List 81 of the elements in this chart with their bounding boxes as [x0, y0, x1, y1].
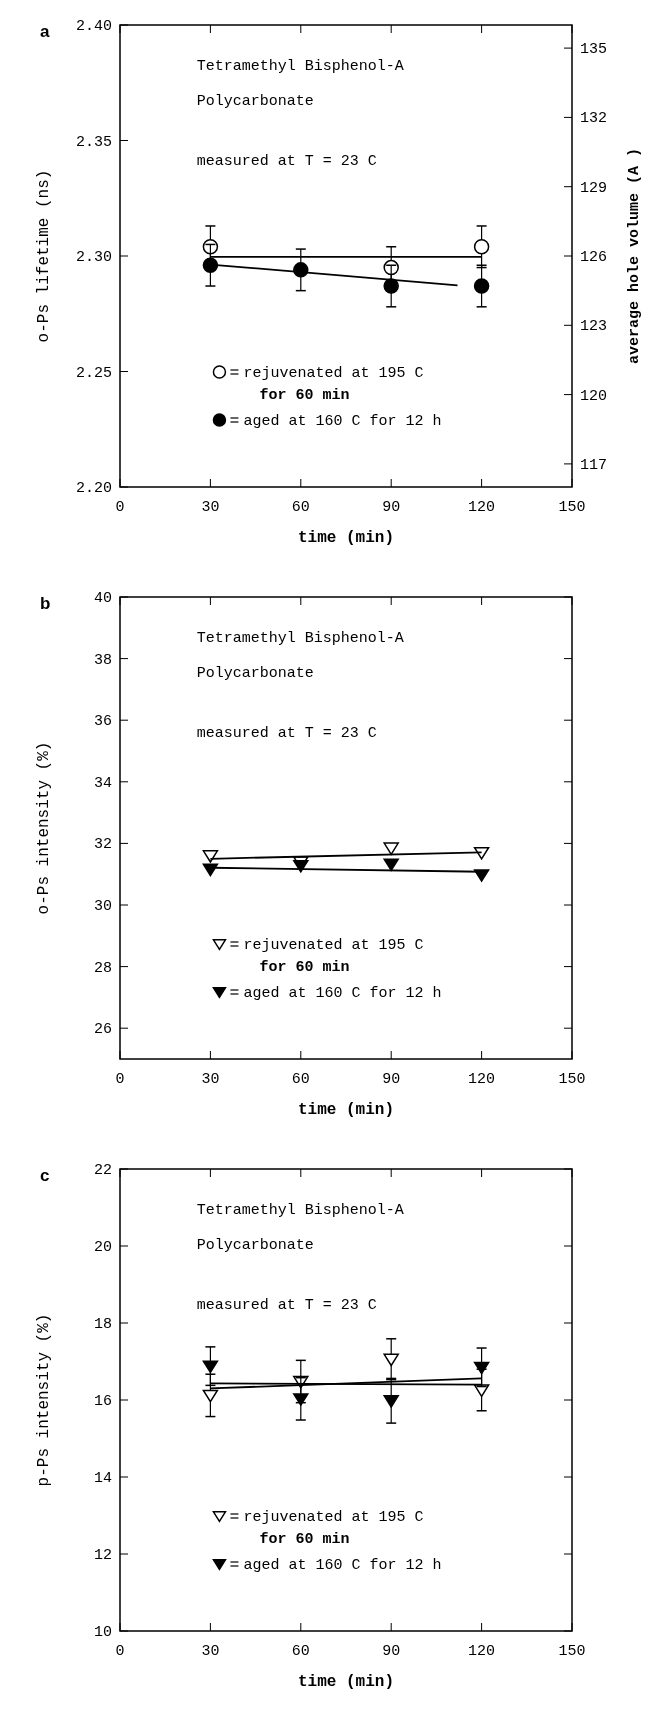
x-tick-label: 30: [201, 1071, 220, 1088]
point: [202, 257, 219, 273]
x-tick-label: 120: [468, 1071, 496, 1088]
y-axis-title: p-Ps intensity (%): [35, 1313, 53, 1487]
x-tick-label: 120: [468, 499, 496, 516]
y-tick-label: 12: [93, 1547, 112, 1564]
y-tick-label: 2.25: [75, 364, 112, 382]
x-axis-title: time (min): [297, 1101, 395, 1119]
y-tick-label: 2.30: [75, 249, 112, 266]
x-axis-title: time (min): [297, 1673, 395, 1691]
y2-tick-label: 120: [580, 387, 608, 405]
annotation: Tetramethyl Bisphenol-A: [196, 1202, 404, 1219]
y-tick-label: 2.40: [75, 18, 112, 35]
x-tick-label: 30: [201, 499, 220, 516]
y-axis-title: o-Ps intensity (%): [35, 741, 53, 915]
y2-tick-label: 132: [580, 110, 608, 128]
x-tick-label: 30: [201, 1643, 220, 1660]
x-tick-label: 0: [115, 499, 125, 516]
point: [202, 1389, 219, 1403]
y-tick-label: 18: [93, 1316, 112, 1333]
x-tick-label: 90: [382, 1071, 401, 1088]
point: [383, 278, 399, 294]
y-tick-label: 2.35: [75, 133, 112, 151]
x-tick-label: 60: [291, 499, 310, 516]
y-tick-label: 38: [93, 651, 112, 669]
x-tick-label: 60: [291, 1071, 310, 1088]
point: [383, 842, 399, 856]
y2-axis-title: average hole volume (A ): [626, 147, 643, 365]
y-tick-label: 34: [93, 774, 112, 792]
x-tick-label: 120: [468, 1643, 496, 1660]
annotation: Tetramethyl Bisphenol-A: [196, 630, 404, 647]
x-tick-label: 0: [115, 1071, 125, 1088]
point: [383, 858, 399, 872]
chart-title: c: [40, 1166, 50, 1185]
x-axis-title: time (min): [297, 529, 395, 547]
y-tick-label: 20: [93, 1239, 112, 1256]
y-tick-label: 16: [93, 1393, 112, 1410]
legend-label: aged at 160 C for 12 h: [243, 985, 442, 1002]
y2-tick-label: 117: [580, 456, 608, 474]
annotation: measured at T = 23 C: [196, 725, 377, 742]
x-tick-label: 0: [115, 1643, 125, 1660]
y-tick-label: 2.20: [75, 480, 112, 497]
y2-tick-label: 123: [580, 318, 608, 336]
y-tick-label: 30: [93, 898, 112, 915]
y-tick-label: 26: [93, 1021, 112, 1039]
y-tick-label: 14: [93, 1470, 112, 1487]
point: [473, 278, 490, 294]
y-axis-title: o-Ps lifetime (ns): [35, 169, 53, 343]
annotation: Tetramethyl Bisphenol-A: [196, 58, 404, 75]
y-tick-label: 10: [93, 1624, 112, 1641]
y-tick-label: 32: [93, 836, 112, 854]
point: [473, 869, 490, 882]
y2-tick-label: 135: [580, 41, 608, 59]
annotation: Polycarbonate: [196, 1237, 314, 1254]
x-tick-label: 150: [558, 499, 586, 516]
y-tick-label: 40: [93, 590, 112, 607]
annotation: measured at T = 23 C: [196, 153, 377, 170]
legend-label: aged at 160 C for 12 h: [243, 413, 442, 430]
x-tick-label: 150: [558, 1643, 586, 1660]
legend-label: aged at 160 C for 12 h: [243, 1557, 442, 1574]
annotation: Polycarbonate: [196, 93, 314, 110]
chart-title: a: [40, 22, 50, 41]
chart-title: b: [40, 594, 51, 613]
x-tick-label: 90: [382, 1643, 401, 1660]
x-tick-label: 150: [558, 1071, 586, 1088]
point: [293, 1393, 309, 1406]
y2-tick-label: 129: [580, 179, 608, 197]
point: [473, 239, 490, 255]
x-tick-label: 90: [382, 499, 401, 516]
annotation: measured at T = 23 C: [196, 1297, 377, 1314]
point: [202, 1360, 219, 1374]
y2-tick-label: 126: [580, 249, 608, 266]
x-tick-label: 60: [291, 1643, 310, 1660]
y-tick-label: 22: [93, 1162, 112, 1179]
y-tick-label: 28: [93, 959, 112, 977]
point: [473, 1361, 490, 1375]
y-tick-label: 36: [93, 713, 112, 731]
annotation: Polycarbonate: [196, 665, 314, 682]
point: [383, 1353, 399, 1367]
point: [202, 850, 219, 863]
point: [383, 1395, 399, 1408]
